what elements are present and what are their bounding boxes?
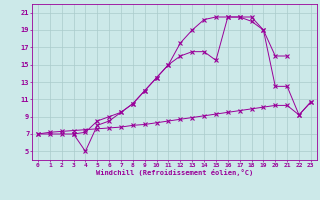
X-axis label: Windchill (Refroidissement éolien,°C): Windchill (Refroidissement éolien,°C)	[96, 169, 253, 176]
